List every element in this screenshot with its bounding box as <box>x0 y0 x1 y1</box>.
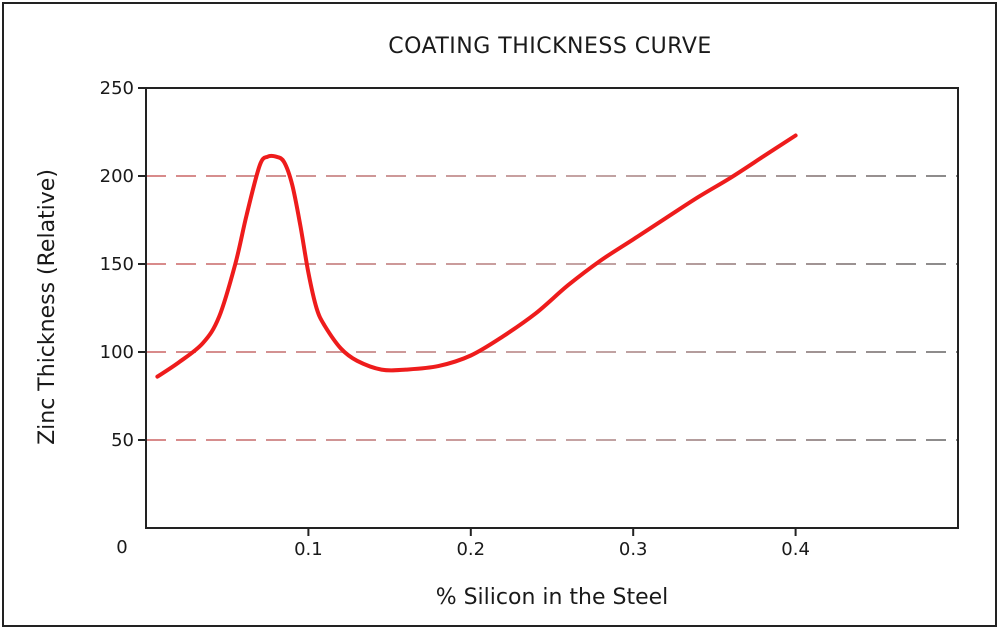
y-tick-label: 150 <box>100 254 134 275</box>
y-tick-label: 50 <box>111 430 134 451</box>
x-tick-label: 0.4 <box>781 539 810 560</box>
chart-title: COATING THICKNESS CURVE <box>388 34 712 59</box>
x-tick-label: 0.3 <box>619 539 648 560</box>
series-layer <box>155 133 798 379</box>
axis-ticks: 50 100 150 200 250 0.1 0.2 0.3 0.4 <box>100 78 810 560</box>
series-line <box>155 133 798 379</box>
plot-area-frame <box>145 87 959 529</box>
y-tick-label: 250 <box>100 78 134 99</box>
x-tick-label: 0.2 <box>456 539 485 560</box>
y-tick-label: 200 <box>100 166 134 187</box>
origin-label: 0 <box>116 537 127 558</box>
gridlines <box>145 175 959 442</box>
y-axis-label: Zinc Thickness (Relative) <box>35 169 60 445</box>
x-tick-label: 0.1 <box>294 539 323 560</box>
y-tick-label: 100 <box>100 342 134 363</box>
x-axis-label: % Silicon in the Steel <box>436 585 669 610</box>
